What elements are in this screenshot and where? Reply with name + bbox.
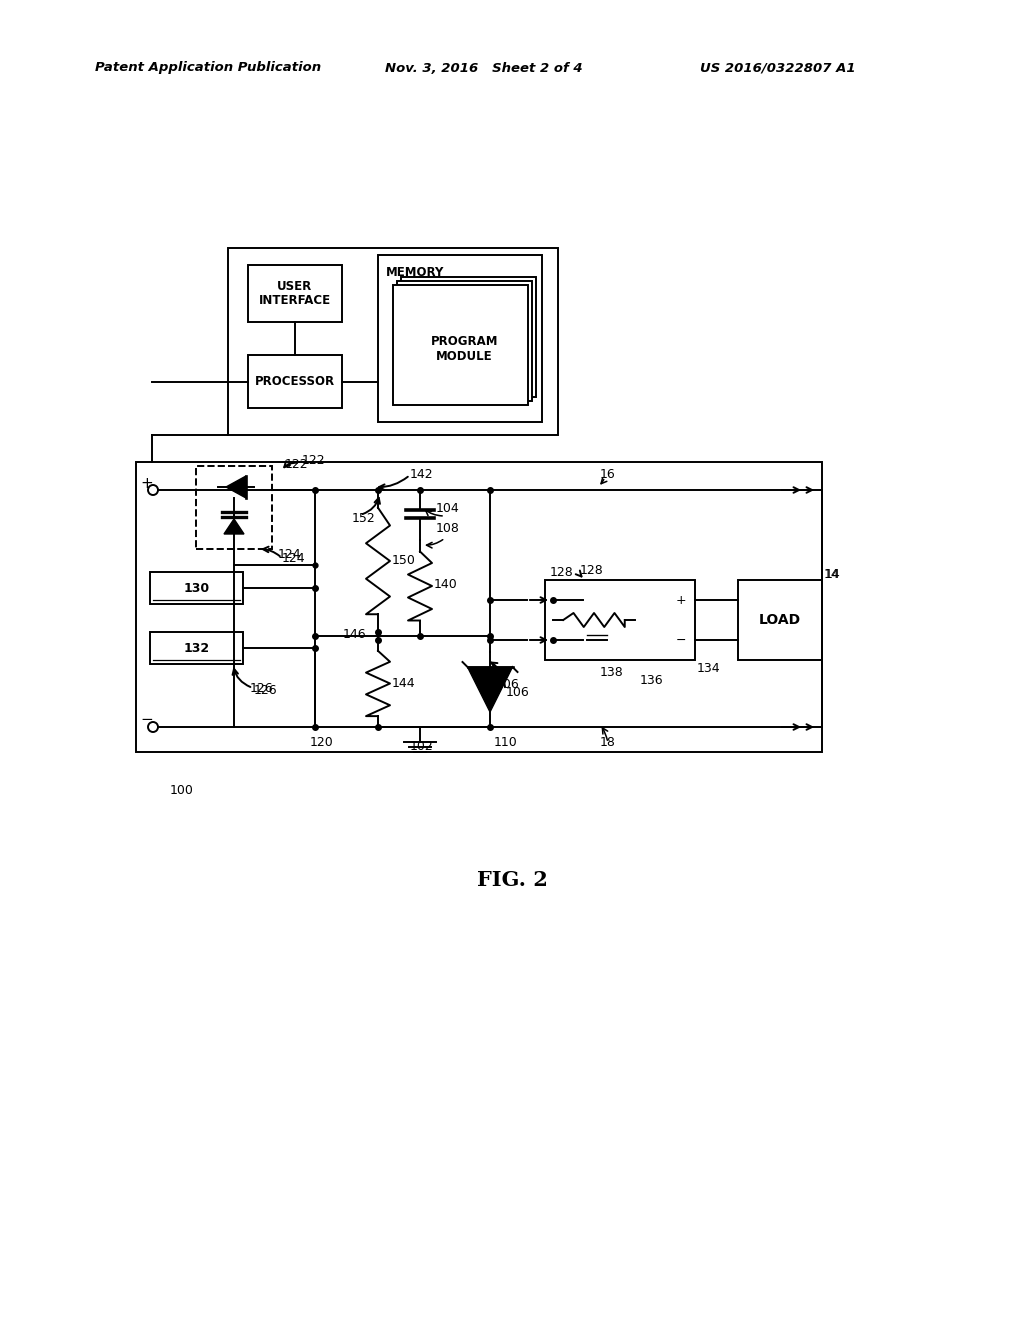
Bar	[393, 285, 528, 405]
Text: 14: 14	[824, 569, 840, 582]
Text: 126: 126	[254, 684, 278, 697]
Text: 16: 16	[600, 469, 615, 482]
Text: +: +	[140, 475, 153, 491]
Text: 128: 128	[580, 564, 604, 577]
Text: 104: 104	[436, 502, 460, 515]
Polygon shape	[226, 477, 246, 498]
Text: 130: 130	[183, 582, 210, 594]
Text: 128: 128	[550, 565, 573, 578]
Text: 18: 18	[600, 735, 615, 748]
Bar	[196, 466, 272, 549]
Bar	[738, 579, 822, 660]
Text: US 2016/0322807 A1: US 2016/0322807 A1	[700, 62, 856, 74]
Text: LOAD: LOAD	[759, 612, 801, 627]
Text: USER
INTERFACE: USER INTERFACE	[259, 280, 331, 308]
Text: Nov. 3, 2016   Sheet 2 of 4: Nov. 3, 2016 Sheet 2 of 4	[385, 62, 583, 74]
Text: +: +	[676, 594, 686, 606]
Text: 132: 132	[183, 642, 210, 655]
Text: 136: 136	[640, 673, 664, 686]
Text: Patent Application Publication: Patent Application Publication	[95, 62, 322, 74]
Text: FIG. 2: FIG. 2	[476, 870, 548, 890]
Bar	[136, 462, 822, 752]
Text: PROCESSOR: PROCESSOR	[255, 375, 335, 388]
Bar	[228, 248, 558, 436]
Text: PROGRAM
MODULE: PROGRAM MODULE	[431, 335, 499, 363]
Bar	[378, 255, 542, 422]
Text: 142: 142	[410, 467, 433, 480]
Text: 144: 144	[392, 677, 416, 690]
Text: 108: 108	[436, 521, 460, 535]
Text: −: −	[676, 634, 686, 647]
Bar	[545, 579, 695, 660]
Text: 146: 146	[343, 627, 367, 640]
Text: 106: 106	[506, 685, 529, 698]
Text: 102: 102	[410, 741, 434, 754]
Text: 100: 100	[170, 784, 194, 796]
Text: 124: 124	[278, 549, 302, 561]
Text: 14: 14	[825, 569, 841, 582]
Text: 126: 126	[250, 681, 273, 694]
Text: 134: 134	[697, 661, 721, 675]
Text: 152: 152	[352, 511, 376, 524]
Text: MEMORY: MEMORY	[386, 267, 444, 280]
Bar	[248, 265, 342, 322]
Bar	[150, 572, 243, 605]
Text: 140: 140	[434, 578, 458, 590]
Text: 122: 122	[302, 454, 326, 467]
Text: 150: 150	[392, 554, 416, 568]
Text: 122: 122	[285, 458, 308, 471]
Text: 124: 124	[282, 552, 305, 565]
Polygon shape	[468, 667, 512, 711]
Text: 110: 110	[494, 735, 518, 748]
Bar	[397, 281, 532, 401]
Text: 106: 106	[496, 678, 520, 690]
Bar	[248, 355, 342, 408]
Text: 138: 138	[600, 665, 624, 678]
Text: 120: 120	[310, 735, 334, 748]
Text: −: −	[140, 713, 153, 727]
Bar	[401, 277, 536, 397]
Bar	[150, 632, 243, 664]
Polygon shape	[224, 519, 244, 535]
